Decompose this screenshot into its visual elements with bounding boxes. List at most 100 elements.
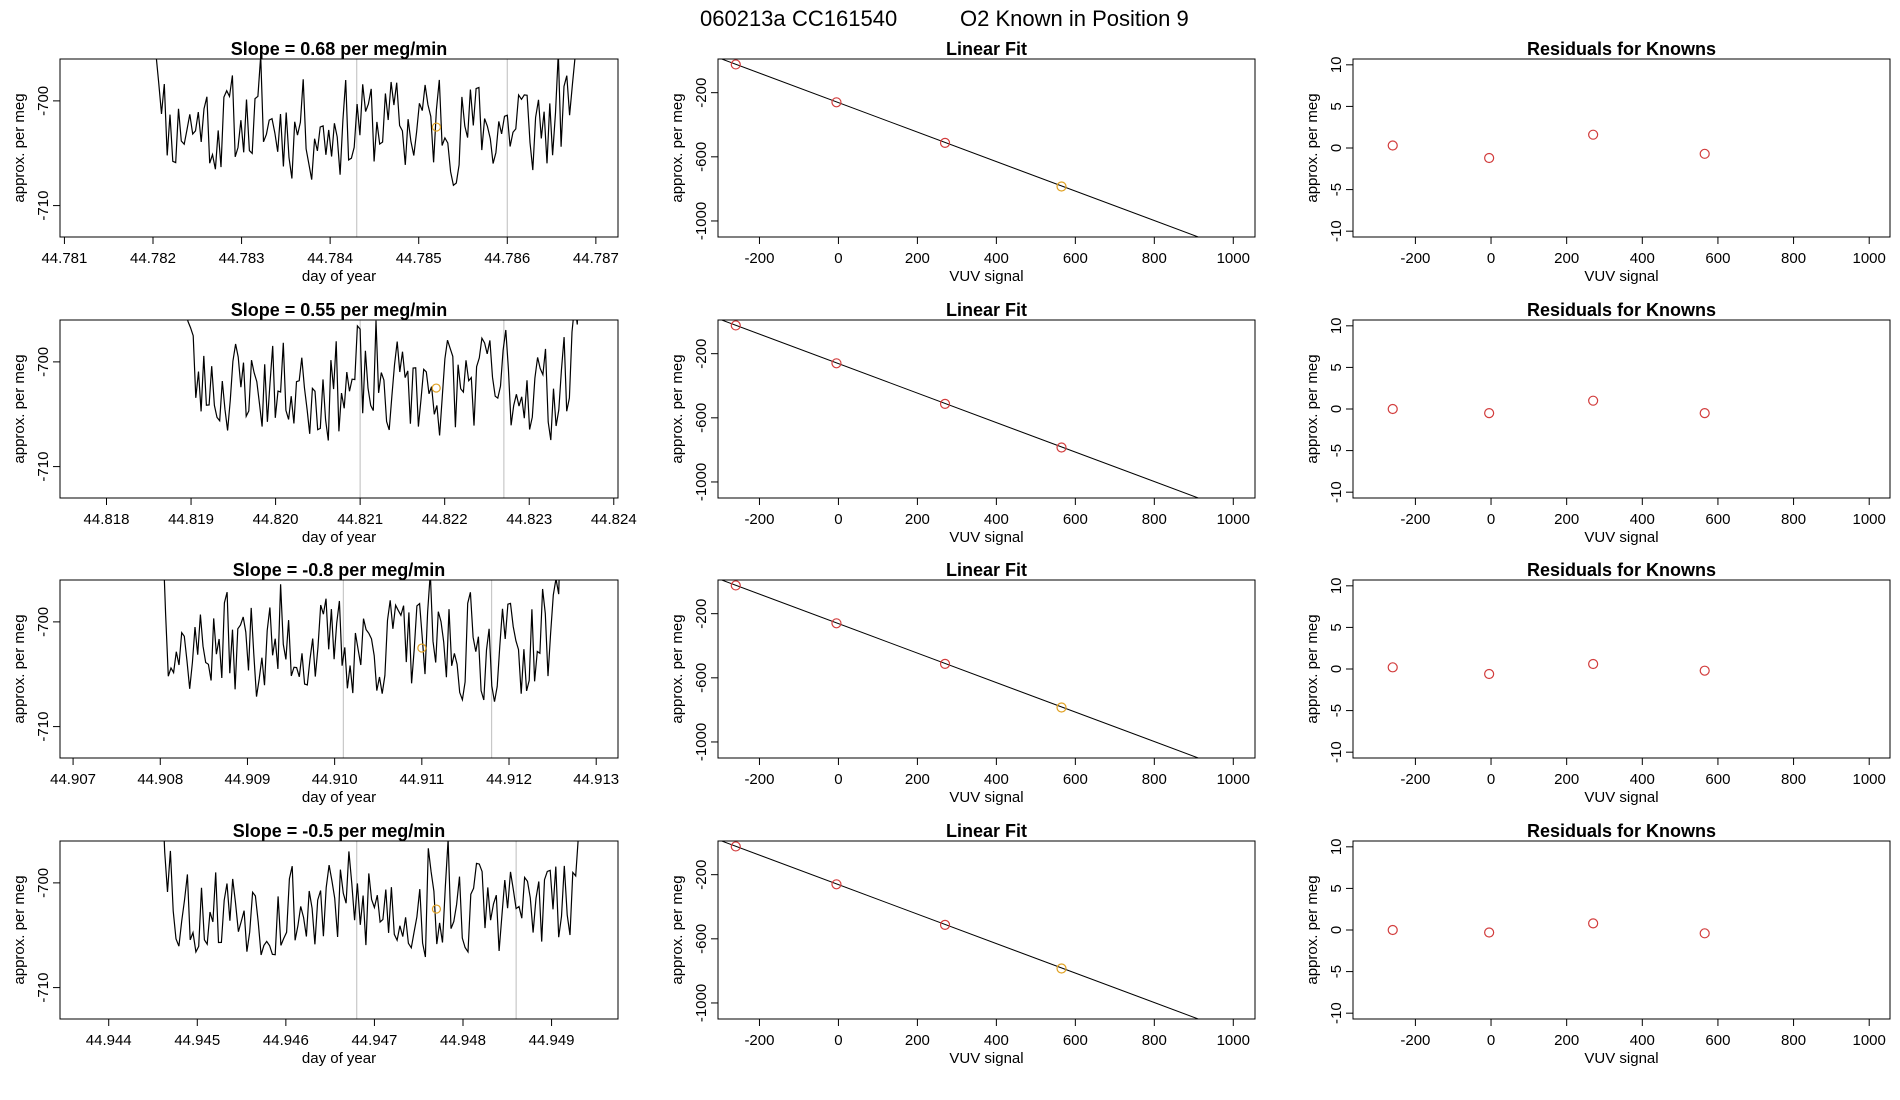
x-tick-label: 1000: [1853, 1032, 1886, 1049]
y-tick-label: -10: [1328, 481, 1345, 503]
fit-point: [730, 841, 741, 852]
x-tick-label: 600: [1705, 771, 1730, 788]
fit-point: [939, 658, 951, 669]
y-tick-label: -600: [693, 663, 710, 693]
fit-line: [720, 580, 1200, 758]
y-tick-label: -5: [1328, 183, 1345, 196]
y-tick-label: -700: [35, 868, 52, 898]
y-tick-label: 5: [1328, 623, 1345, 631]
x-tick-label: 44.947: [351, 1032, 397, 1049]
x-tick-label: 44.912: [486, 771, 532, 788]
x-tick-label: 44.821: [337, 511, 383, 528]
y-tick-label: -710: [35, 712, 52, 742]
y-tick-label: -700: [35, 347, 52, 377]
x-tick-label: 200: [1554, 250, 1579, 267]
timeseries-line: [187, 320, 579, 441]
y-tick-label: 10: [1328, 838, 1345, 855]
fit-point: [939, 137, 951, 148]
y-axis-label: approx. per meg: [11, 875, 28, 984]
y-tick-label: -10: [1328, 741, 1345, 763]
x-axis-label: VUV signal: [1584, 529, 1658, 546]
x-tick-label: 44.946: [263, 1032, 309, 1049]
y-axis-label: approx. per meg: [11, 614, 28, 723]
panel-title: Residuals for Knowns: [1527, 300, 1716, 320]
plot-frame: [717, 840, 1256, 1020]
plot-area: [1387, 129, 1710, 164]
residual-point: [1387, 403, 1398, 415]
fit-point: [730, 59, 741, 70]
plot-area: [720, 59, 1200, 237]
x-tick-label: 44.945: [174, 1032, 220, 1049]
plot-frame: [59, 579, 619, 759]
y-tick-label: -1000: [693, 202, 710, 240]
residual-point: [1484, 927, 1495, 938]
panel-title: Linear Fit: [946, 39, 1027, 59]
panel-title: Linear Fit: [946, 560, 1027, 580]
x-tick-label: -200: [1400, 1032, 1430, 1049]
x-tick-label: 200: [905, 511, 930, 528]
x-tick-label: 600: [1063, 1032, 1088, 1049]
residual-point: [1699, 665, 1710, 676]
y-axis-label: approx. per meg: [1304, 875, 1321, 984]
x-axis-label: VUV signal: [949, 789, 1023, 806]
plot-area: [1387, 918, 1710, 939]
y-tick-label: 5: [1328, 102, 1345, 110]
x-tick-label: 44.787: [573, 250, 619, 267]
x-tick-label: 44.783: [219, 250, 265, 267]
residual-point: [1387, 140, 1398, 151]
y-tick-label: -700: [35, 607, 52, 637]
x-tick-label: 400: [1630, 1032, 1655, 1049]
residual-point: [1484, 408, 1495, 419]
residual-point: [1387, 924, 1398, 936]
plot-frame: [717, 319, 1256, 499]
panel-residual-row-4: Residuals for Knowns-200 0 200 400 600 800 100…: [1304, 821, 1891, 1067]
x-tick-label: 600: [1705, 511, 1730, 528]
residual-point: [1588, 395, 1599, 406]
x-tick-label: 0: [834, 1032, 842, 1049]
residual-point: [1699, 928, 1710, 939]
x-tick-label: 44.822: [422, 511, 468, 528]
x-axis-label: VUV signal: [949, 268, 1023, 285]
residual-point: [1588, 658, 1599, 670]
x-tick-label: 400: [1630, 250, 1655, 267]
fit-point: [1056, 963, 1067, 974]
residual-point: [1484, 152, 1495, 164]
timeseries-line: [163, 841, 579, 958]
y-tick-label: -600: [693, 142, 710, 172]
y-tick-label: 0: [1328, 926, 1345, 934]
x-tick-label: -200: [1400, 771, 1430, 788]
x-tick-label: 44.948: [440, 1032, 486, 1049]
x-tick-label: 400: [984, 1032, 1009, 1049]
fit-point: [1056, 442, 1067, 453]
y-tick-label: 0: [1328, 405, 1345, 413]
panel-title: Slope = -0.8 per meg/min: [233, 560, 446, 580]
residual-point: [1484, 668, 1495, 680]
panel-title: Slope = 0.68 per meg/min: [231, 39, 448, 59]
figure-title-position: O2 Known in Position 9: [960, 6, 1189, 31]
y-tick-label: 5: [1328, 884, 1345, 892]
fit-point: [730, 320, 741, 331]
panel-timeseries-row-3: Slope = -0.8 per meg/min 44.907 44.908 44.9…: [11, 560, 619, 806]
x-tick-label: 600: [1063, 511, 1088, 528]
x-tick-label: 0: [1487, 1032, 1495, 1049]
residual-point: [1699, 408, 1710, 419]
panel-timeseries-row-4: Slope = -0.5 per meg/min 44.944 44.945 44.9…: [11, 821, 619, 1067]
y-tick-label: -200: [693, 339, 710, 369]
panel-title: Residuals for Knowns: [1527, 39, 1716, 59]
x-tick-label: 44.782: [130, 250, 176, 267]
highlight-point: [431, 904, 442, 914]
x-tick-label: 44.911: [399, 771, 444, 788]
x-tick-label: 200: [1554, 1032, 1579, 1049]
plot-area: [1387, 658, 1710, 680]
x-tick-label: 600: [1705, 1032, 1730, 1049]
x-tick-label: 44.819: [168, 511, 214, 528]
highlight-point: [431, 122, 442, 132]
plot-frame: [59, 840, 619, 1020]
x-tick-label: 44.944: [86, 1032, 132, 1049]
figure-title-cylinder: CC161540: [792, 6, 897, 31]
x-tick-label: 1000: [1217, 250, 1250, 267]
panel-residual-row-3: Residuals for Knowns-200 0 200 400 600 800 100…: [1304, 560, 1891, 806]
y-tick-label: -5: [1328, 444, 1345, 457]
x-tick-label: 400: [984, 771, 1009, 788]
timeseries-line: [155, 59, 576, 187]
